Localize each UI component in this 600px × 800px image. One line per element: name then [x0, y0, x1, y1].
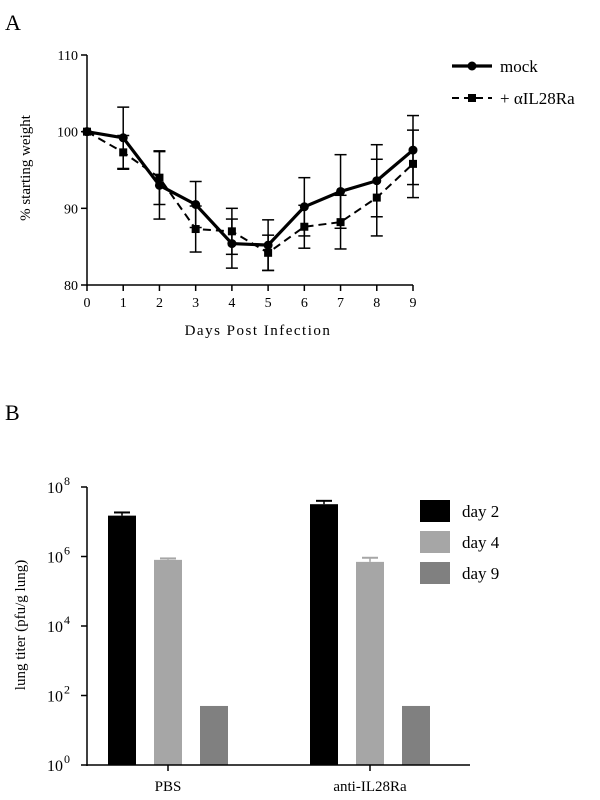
chart-b-y-tick-exponent: 2	[64, 683, 70, 697]
chart-b-bar	[356, 561, 384, 765]
chart-a-x-tick-label: 5	[265, 296, 272, 311]
chart-b-legend-label: day 9	[462, 564, 499, 583]
chart-a-x-tick-label: 2	[156, 296, 163, 311]
chart-b-bar	[200, 705, 228, 765]
chart-a-x-tick-label: 1	[120, 296, 127, 311]
chart-a-point	[227, 227, 236, 236]
chart-b-y-tick-exponent: 4	[64, 613, 70, 627]
chart-a-x-tick-label: 0	[84, 296, 91, 311]
chart-b-y-tick-label: 10	[47, 758, 63, 775]
chart-b-bar	[108, 515, 136, 765]
chart-a-x-tick-label: 9	[410, 296, 417, 311]
chart-b-legend-label: day 2	[462, 502, 499, 521]
panel-b-letter: B	[5, 400, 20, 425]
chart-a-point	[372, 193, 381, 202]
chart-a-legend-label: mock	[500, 57, 538, 76]
chart-b-legend-swatch	[420, 500, 450, 522]
chart-a-point	[336, 218, 345, 227]
chart-a-point	[264, 248, 273, 257]
chart-a-point	[300, 222, 309, 231]
chart-b-y-tick-label: 10	[47, 619, 63, 636]
chart-b-y-tick-exponent: 0	[64, 752, 70, 766]
chart-b-y-tick-label: 10	[47, 550, 63, 567]
chart-a-series-0	[82, 106, 419, 272]
chart-b-bar	[310, 504, 338, 765]
chart-a-point	[155, 173, 164, 182]
panel-a-letter: A	[5, 10, 21, 35]
chart-a-legend-label: + αIL28Ra	[500, 89, 575, 108]
chart-b-legend-swatch	[420, 531, 450, 553]
chart-b-y-tick-label: 10	[47, 480, 63, 497]
chart-a-point	[119, 148, 128, 157]
chart-a-point	[191, 225, 200, 234]
weight-line-chart: 80 90 100 110 0 1 2 3 4 5 6 7 8 9 mock + αIL28Ra Days …	[18, 49, 575, 339]
chart-a-series-1	[83, 127, 419, 272]
chart-a-legend-marker	[467, 61, 477, 71]
chart-b-legend-label: day 4	[462, 533, 500, 552]
chart-b-category-label: PBS	[155, 779, 182, 795]
chart-b-y-tick-label: 10	[47, 689, 63, 706]
chart-a-series-line	[86, 130, 414, 254]
chart-a-y-tick-label: 100	[57, 126, 78, 141]
chart-a-point	[83, 127, 91, 136]
chart-b-bar	[402, 705, 430, 765]
chart-a-x-tick-label: 4	[228, 296, 235, 311]
chart-b-ylabel: lung titer (pfu/g lung)	[13, 560, 29, 690]
chart-a-x-tick-label: 7	[337, 296, 344, 311]
chart-a-series-line	[86, 130, 415, 247]
chart-a-y-tick-label: 80	[64, 279, 78, 294]
chart-a-x-tick-label: 3	[192, 296, 199, 311]
chart-a-legend-marker	[468, 94, 476, 102]
chart-b-y-tick-exponent: 8	[64, 474, 70, 488]
chart-b-bar	[154, 559, 182, 765]
chart-a-y-tick-label: 90	[64, 202, 78, 217]
chart-a-ylabel: % starting weight	[18, 114, 34, 221]
chart-b-legend-swatch	[420, 562, 450, 584]
chart-b-y-tick-exponent: 6	[64, 544, 70, 558]
chart-a-point	[336, 186, 346, 196]
chart-a-y-tick-label: 110	[58, 49, 78, 64]
chart-a-x-tick-label: 8	[373, 296, 380, 311]
chart-a-xlabel: Days Post Infection	[185, 323, 332, 339]
chart-b-category-label: anti-IL28Ra	[333, 779, 407, 795]
chart-a-point	[409, 159, 417, 168]
chart-a-x-tick-label: 6	[301, 296, 308, 311]
